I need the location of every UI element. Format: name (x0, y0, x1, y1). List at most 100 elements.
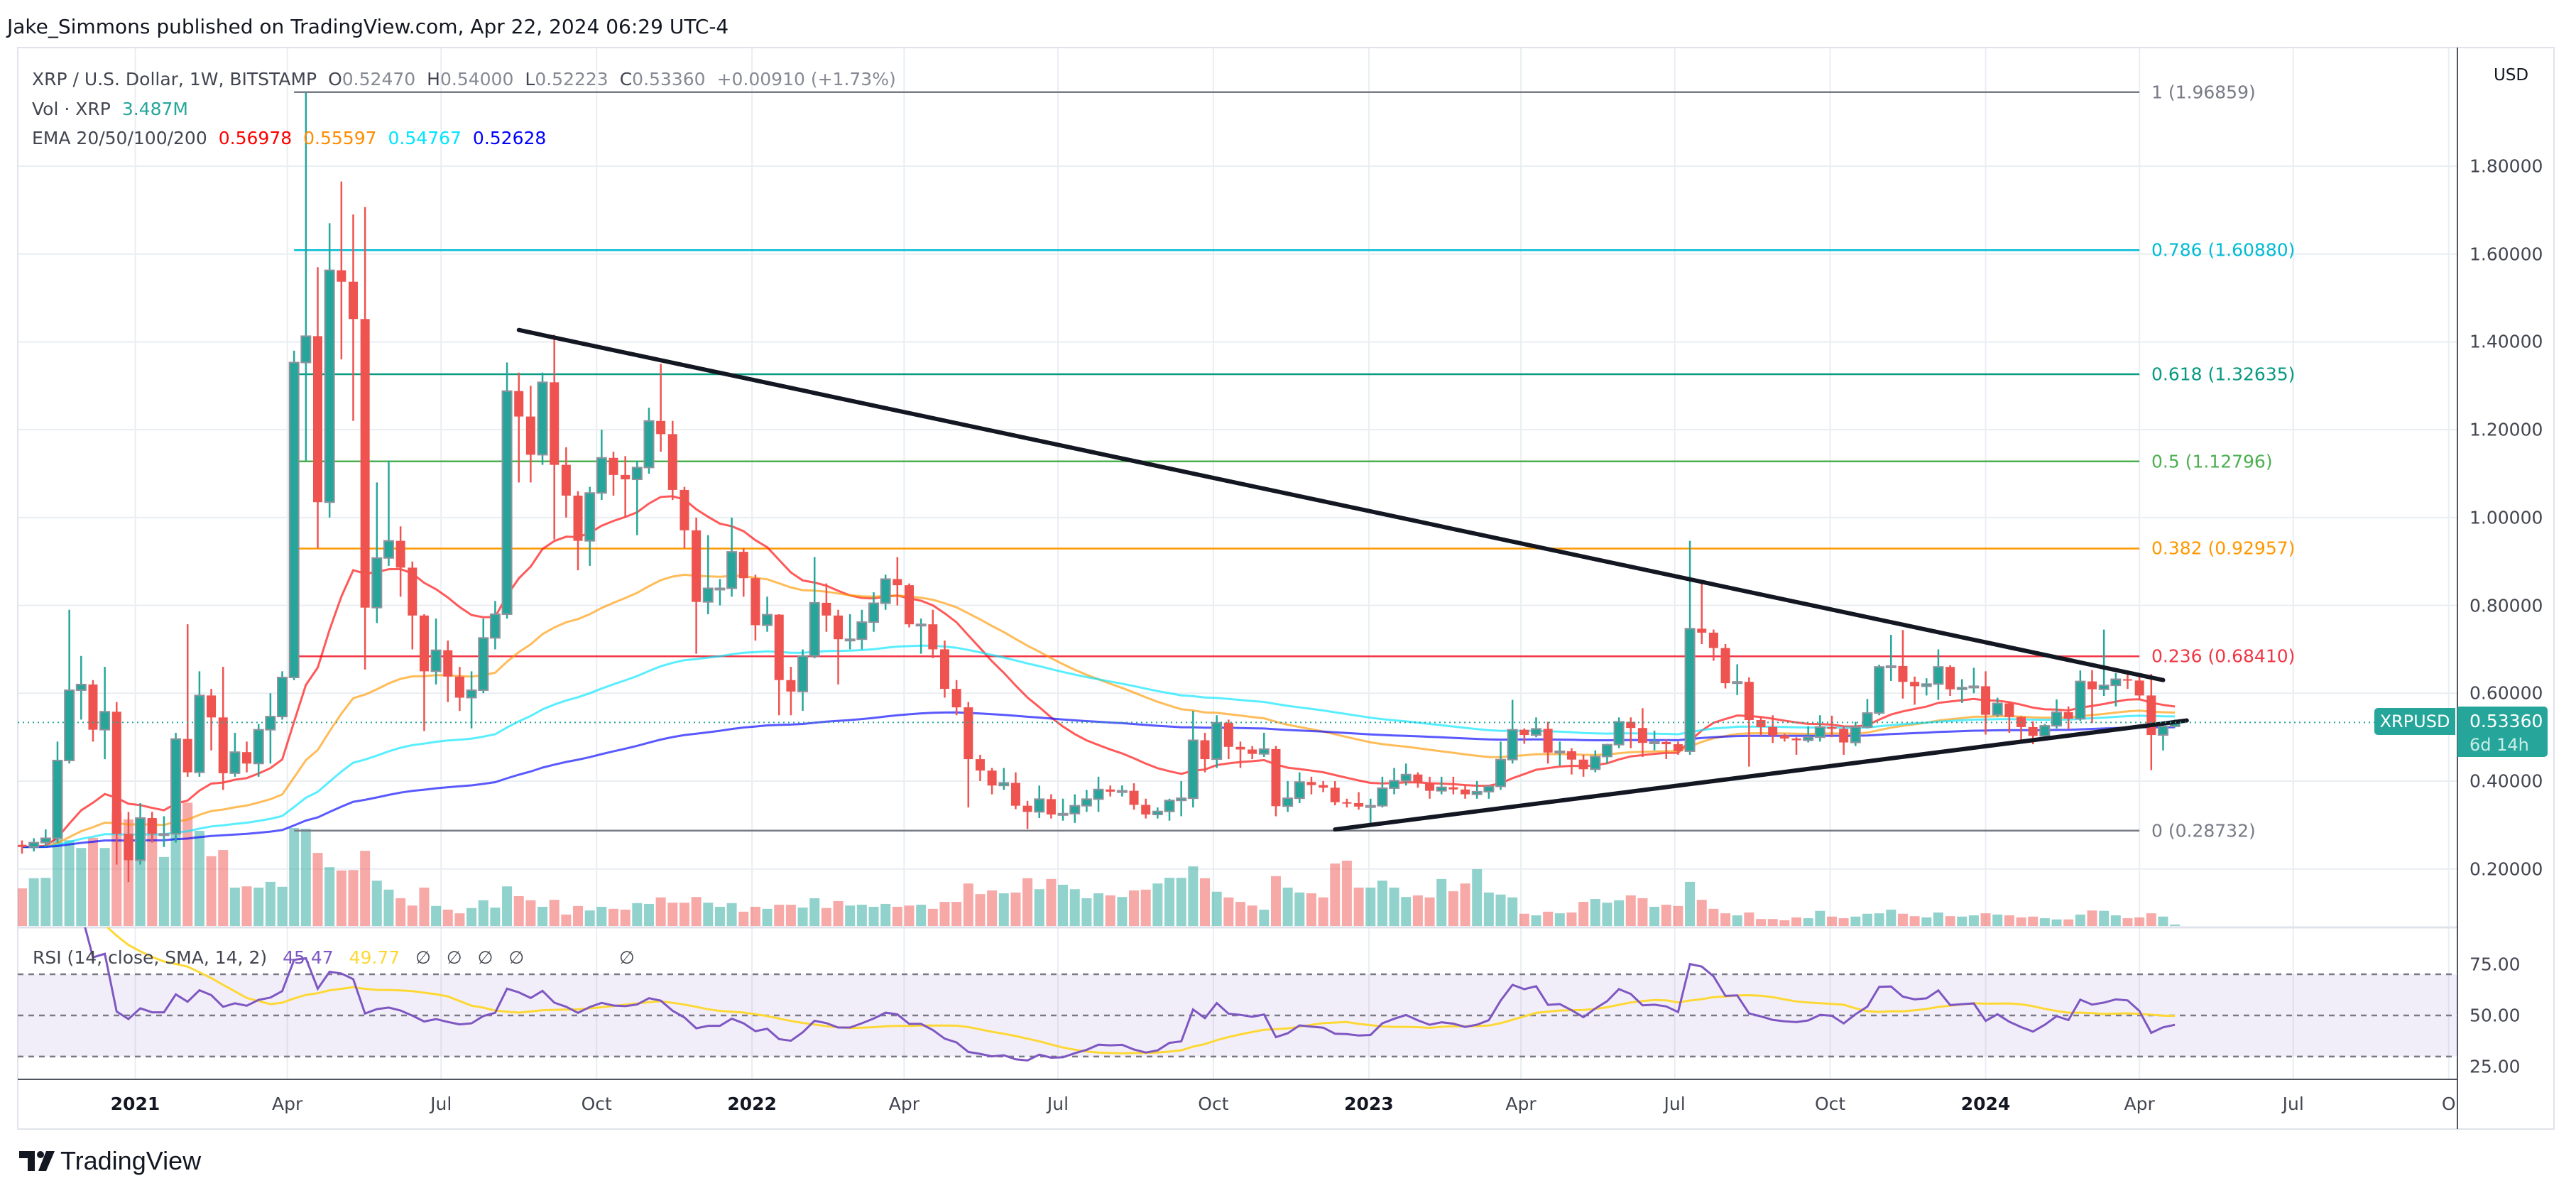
candle-body (1898, 665, 1908, 682)
candle (1756, 717, 1766, 736)
candle-body (656, 420, 666, 435)
fib-level-label: 0 (0.28732) (2151, 820, 2256, 841)
candle (1461, 785, 1470, 799)
candle-body (809, 601, 820, 657)
candlesticks (18, 92, 2181, 883)
tradingview-logo-icon (19, 1151, 55, 1171)
candle-body (277, 677, 288, 718)
candle (1354, 792, 1364, 810)
volume-bar (2028, 916, 2039, 926)
volume-bar (76, 848, 87, 926)
candle-body (1684, 628, 1696, 752)
last-price-tag: 0.53360 6d 14h (2457, 707, 2548, 757)
volume-bar (1554, 913, 1565, 926)
fibonacci-retracement[interactable] (294, 91, 2140, 832)
candle-body (726, 551, 738, 589)
candle-body (2075, 680, 2086, 720)
candle (408, 561, 417, 650)
candle (1106, 785, 1115, 797)
candle-body (1791, 739, 1801, 741)
trendline[interactable] (516, 327, 2166, 682)
candle-body (489, 613, 501, 639)
candle (561, 447, 571, 518)
ema50-value: 0.55597 (303, 128, 377, 148)
volume-bar (1874, 913, 1884, 926)
volume-bar (442, 910, 453, 926)
price-tick-label: 0.60000 (2469, 682, 2543, 704)
candle-body (383, 540, 394, 559)
volume-bar (916, 905, 927, 926)
fib-level-label: 0.786 (1.60880) (2151, 239, 2296, 261)
candle-body (2110, 678, 2122, 687)
candle-body (1389, 780, 1400, 789)
volume-bar (1330, 863, 1341, 926)
candle-body (1069, 805, 1081, 814)
candle (584, 486, 596, 566)
candle-body (1330, 788, 1340, 802)
candle-body (964, 707, 973, 760)
volume-bar (584, 910, 595, 926)
symbol-price-tag: XRPUSD (2374, 708, 2455, 735)
candle (596, 430, 607, 501)
trendline[interactable] (1333, 718, 2189, 832)
volume-bar (1472, 869, 1483, 926)
candle-body (797, 655, 809, 692)
candle (844, 614, 856, 650)
candle (1697, 582, 1707, 645)
volume-bar (158, 856, 169, 926)
candle-body (408, 567, 417, 616)
candle (2063, 706, 2073, 730)
volume-bar (312, 853, 323, 926)
candle (242, 741, 252, 773)
symbol-legend[interactable]: XRP / U.S. Dollar, 1W, BITSTAMP O 0.52470… (32, 69, 896, 89)
candle (1330, 781, 1340, 806)
candle (1803, 726, 1814, 743)
candle-body (1400, 773, 1412, 782)
candle (207, 689, 217, 751)
ema100-value: 0.54767 (388, 128, 462, 148)
volume-bar (1176, 878, 1186, 926)
tradingview-logo[interactable]: TradingView (19, 1146, 201, 1176)
candle (1342, 798, 1352, 808)
candle-body (905, 585, 914, 625)
candle-body (2098, 685, 2110, 690)
candle-body (360, 319, 370, 608)
volume-bar (1164, 878, 1175, 926)
volume-label: Vol · XRP (32, 99, 111, 119)
volume-bar (1081, 898, 1092, 926)
currency-label[interactable]: USD (2494, 66, 2529, 85)
candle (313, 267, 322, 549)
candle-body (1874, 666, 1885, 714)
candle-body (395, 540, 405, 568)
candle-body (1164, 800, 1175, 812)
ema-legend[interactable]: EMA 20/50/100/200 0.56978 0.55597 0.5476… (32, 128, 546, 148)
volume-bar (1211, 891, 1222, 926)
candle (1554, 741, 1566, 766)
candle-body (170, 738, 182, 835)
candle (643, 408, 655, 474)
candle (1768, 715, 1778, 743)
candle (1732, 664, 1743, 695)
candle-body (1223, 722, 1233, 747)
rsi-legend[interactable]: RSI (14, close, SMA, 14, 2) 45.47 49.77 … (33, 947, 645, 968)
trendlines[interactable] (516, 327, 2189, 832)
rsi-empty-value: ∅ (446, 947, 462, 968)
volume-bar (987, 890, 998, 926)
candle (147, 812, 157, 843)
candle (28, 838, 40, 851)
candle-body (1319, 785, 1328, 788)
volume-bar (762, 908, 773, 926)
volume-legend[interactable]: Vol · XRP 3.487M (32, 99, 188, 119)
candle (1981, 671, 1991, 735)
volume-bar (1424, 897, 1435, 926)
volume-bar (1519, 913, 1529, 926)
volume-bar (1945, 916, 1955, 926)
candle-body (584, 492, 596, 542)
candle-body (2087, 681, 2097, 690)
candle-body (1187, 739, 1199, 800)
candle (751, 574, 760, 641)
volume-bar (1886, 910, 1896, 926)
volume-bar (880, 903, 891, 926)
volume-bar (87, 837, 98, 926)
